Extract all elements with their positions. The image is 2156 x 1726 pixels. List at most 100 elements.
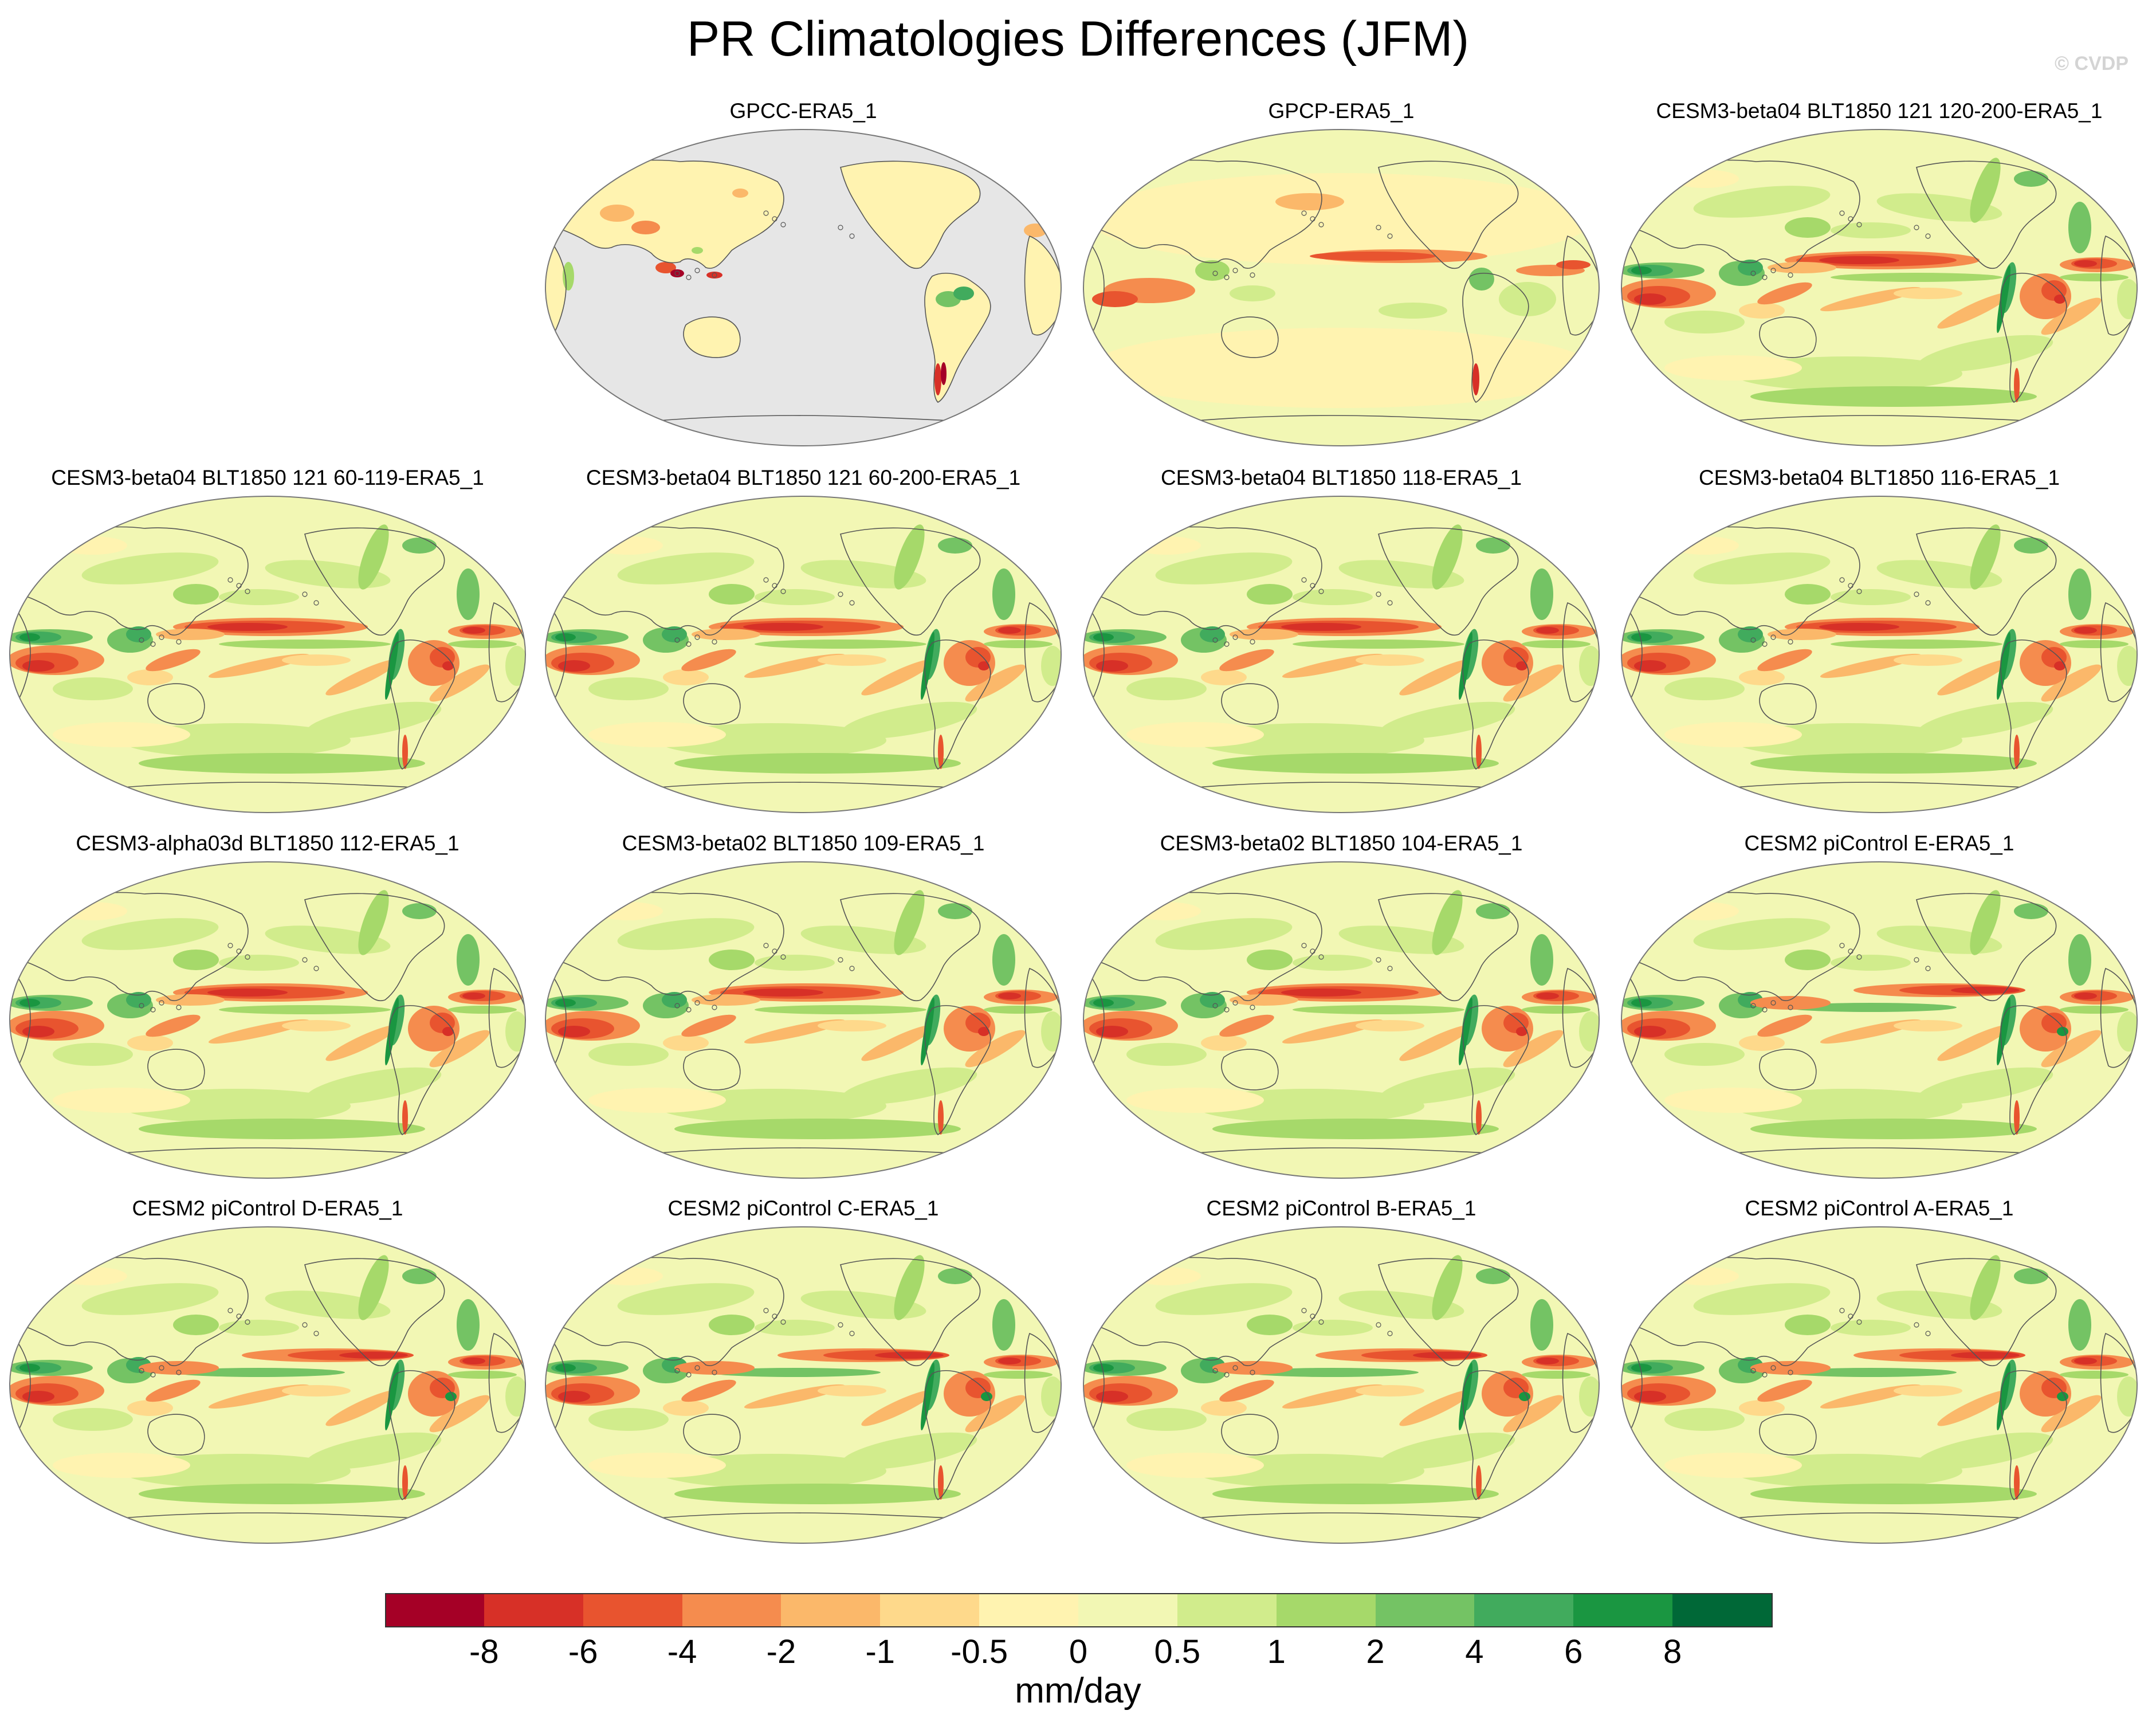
precip-anomaly-blob [965, 1030, 1026, 1068]
precip-anomaly-blob [53, 1453, 190, 1478]
colorbar-bin [583, 1593, 683, 1626]
precip-anomaly-blob [1997, 1362, 2010, 1431]
island-outline [139, 637, 144, 643]
precip-anomaly-blob [1275, 193, 1344, 210]
land-region [841, 161, 980, 269]
robinson-map [545, 496, 1062, 813]
precip-anomaly-blob [2060, 273, 2128, 281]
island-outline [150, 1372, 156, 1378]
precip-anomaly-blob [1631, 999, 1652, 1007]
panel-title: CESM3-beta04 BLT1850 118-ERA5_1 [1160, 466, 1522, 489]
coastline-africaRight [1024, 967, 1061, 1068]
island-outline [1856, 954, 1862, 960]
island-outline [1376, 1322, 1381, 1328]
precip-anomaly-blob [2041, 1395, 2102, 1433]
precip-anomaly-blob [1201, 669, 1247, 685]
coastline-australia [683, 316, 741, 358]
precip-anomaly-blob [1750, 996, 1831, 1010]
precip-anomaly-blob [2060, 1006, 2128, 1014]
precip-anomaly-blob [429, 1395, 490, 1433]
island-outline [712, 272, 717, 278]
precip-anomaly-blob [1937, 1390, 2010, 1426]
precip-anomaly-blob [1126, 1088, 1264, 1113]
precip-anomaly-blob [1693, 552, 1831, 585]
precip-anomaly-blob [1503, 1030, 1564, 1068]
precip-anomaly-blob [402, 1100, 408, 1135]
precip-anomaly-blob [19, 1364, 40, 1372]
precip-anomaly-blob [58, 902, 127, 920]
coastline-namerica [1378, 160, 1519, 269]
precip-anomaly-blob [1664, 677, 1745, 700]
coastline-samerica [2000, 273, 2067, 403]
precip-anomaly-blob [1831, 589, 1911, 605]
map-outline [545, 496, 1062, 813]
precip-anomaly-blob [934, 363, 941, 395]
precip-anomaly-blob [53, 1088, 190, 1113]
precip-anomaly-blob [156, 994, 225, 1006]
coastline-samerica [2000, 1370, 2067, 1500]
island-outline [849, 600, 855, 606]
precip-anomaly-blob [139, 1119, 425, 1139]
colorbar-tick-label: -8 [469, 1633, 499, 1670]
precip-anomaly-blob [617, 552, 755, 585]
island-outline [838, 591, 843, 597]
precip-anomaly-blob [1230, 994, 1298, 1006]
land-region [992, 149, 1035, 179]
precip-anomaly-blob [1785, 950, 1831, 970]
robinson-map [545, 861, 1062, 1179]
colorbar-tick-label: -6 [568, 1633, 598, 1670]
precip-anomaly-blob [706, 272, 722, 278]
colorbar [385, 1593, 1772, 1627]
precip-anomaly-blob [818, 1020, 886, 1031]
precip-anomaly-blob [2074, 1358, 2097, 1364]
coastline-namerica [1378, 527, 1519, 636]
map-outline [9, 861, 526, 1179]
precip-anomaly-blob [282, 654, 351, 666]
precip-anomaly-blob [663, 1035, 709, 1051]
precip-anomaly-blob [692, 629, 760, 640]
robinson-map [9, 496, 526, 813]
precip-anomaly-blob [22, 660, 54, 672]
coastline-africaRight [1562, 602, 1599, 703]
precip-anomaly-blob [488, 1279, 523, 1308]
precip-anomaly-blob [1516, 1027, 1527, 1036]
precip-anomaly-blob [282, 1020, 351, 1031]
precip-anomaly-blob [992, 1299, 1015, 1351]
island-outline [1250, 1370, 1255, 1375]
island-outline [712, 1370, 717, 1375]
island-outline [1310, 216, 1315, 222]
island-outline [1856, 1319, 1862, 1325]
island-outline [1770, 268, 1776, 273]
precip-anomaly-blob [385, 1362, 399, 1431]
precip-anomaly-blob [81, 1283, 219, 1315]
coastline-australia [1759, 1049, 1817, 1090]
precip-anomaly-blob [662, 992, 687, 1008]
panel-title: CESM3-beta04 BLT1850 116-ERA5_1 [1698, 466, 2060, 489]
precip-anomaly-blob [1503, 664, 1564, 702]
island-outline [1788, 1370, 1793, 1375]
precip-anomaly-blob [631, 221, 660, 234]
precip-anomaly-blob [207, 623, 288, 631]
precip-anomaly-blob [127, 1400, 173, 1416]
island-outline [1224, 641, 1230, 647]
map-panel: CESM2 piControl E-ERA5_1 [1613, 830, 2146, 1191]
colorbar-tick-label: 6 [1564, 1633, 1583, 1670]
precip-anomaly-blob [2100, 548, 2134, 577]
map-panel: CESM3-beta04 BLT1850 118-ERA5_1 [1075, 464, 1608, 825]
island-outline [1750, 270, 1756, 276]
robinson-map [1621, 861, 2138, 1179]
precip-anomaly-blob [1379, 1432, 1515, 1470]
island-outline [1387, 600, 1393, 606]
precip-anomaly-blob [1997, 265, 2010, 334]
colorbar-tick-label: 0.5 [1154, 1633, 1201, 1670]
island-outline [849, 1331, 855, 1336]
coastline-australia [683, 1049, 741, 1090]
map-panel: GPCP-ERA5_1 [1075, 97, 1608, 458]
coastline-africaRight [2100, 602, 2137, 703]
precip-anomaly-blob [22, 1026, 54, 1037]
island-outline [686, 1372, 692, 1378]
precip-anomaly-blob [1750, 1119, 2037, 1139]
precip-anomaly-blob [1432, 524, 1463, 590]
coastline-namerica [840, 527, 981, 636]
precip-anomaly-blob [588, 1453, 726, 1478]
